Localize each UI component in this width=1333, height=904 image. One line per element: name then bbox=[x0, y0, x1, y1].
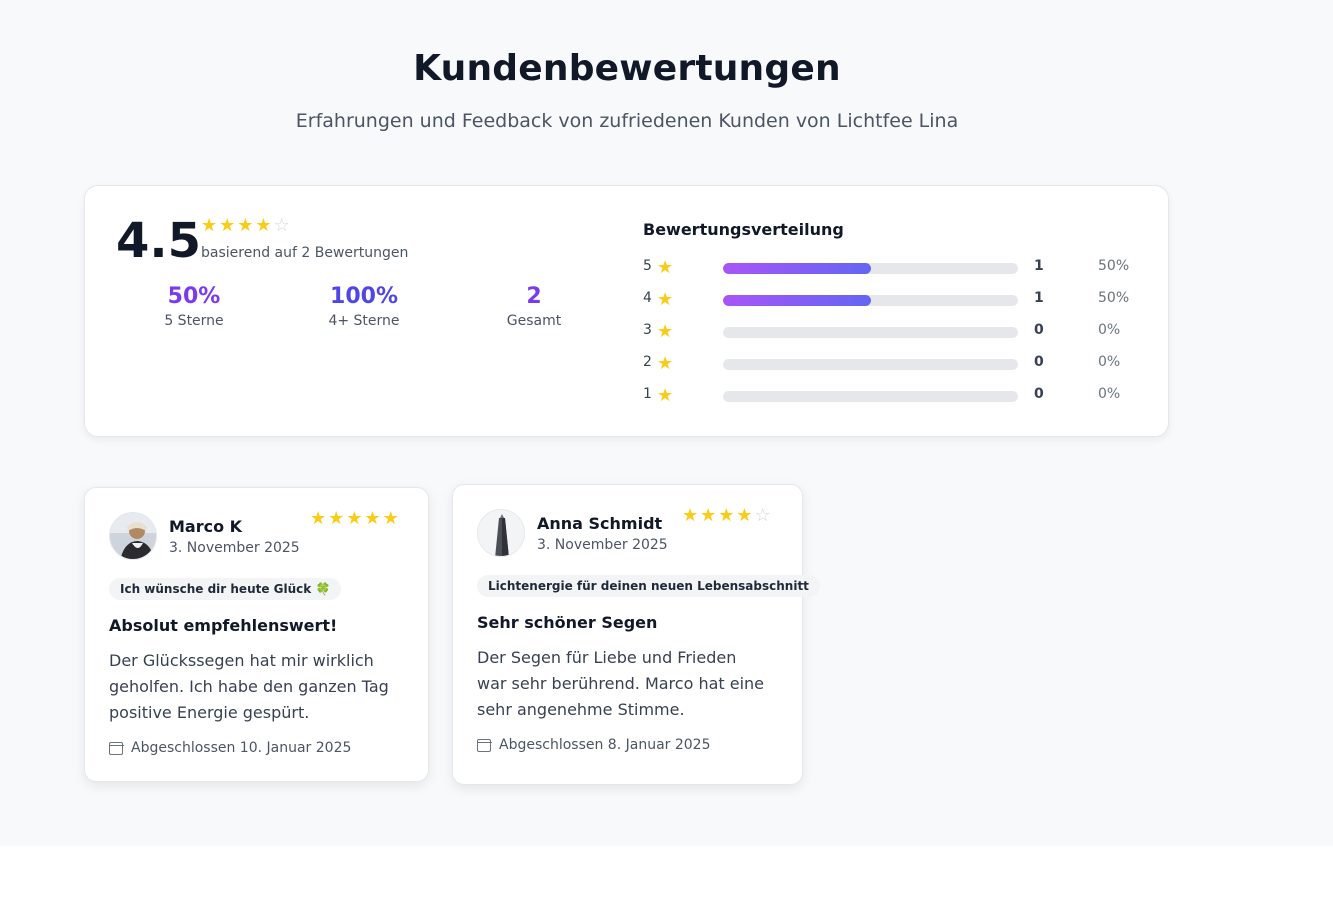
reviewer-name: Anna Schmidt bbox=[537, 514, 663, 533]
completed-date: Abgeschlossen 8. Januar 2025 bbox=[499, 737, 711, 753]
star-icon: ★ bbox=[718, 505, 735, 526]
star-icon: ★ bbox=[346, 508, 363, 529]
star-icon: ★ bbox=[237, 215, 254, 236]
distribution-title: Bewertungsverteilung bbox=[643, 220, 844, 239]
distribution-bar bbox=[723, 327, 1018, 338]
stat-total: 2 Gesamt bbox=[454, 284, 614, 329]
review-title: Sehr schöner Segen bbox=[477, 613, 658, 632]
distribution-bar bbox=[723, 263, 1018, 274]
star-icon: ★ bbox=[219, 215, 236, 236]
distribution-bar-fill bbox=[723, 295, 871, 306]
star-icon: ★ bbox=[364, 508, 381, 529]
rating-summary-card: 4.5 ★ ★ ★ ★ ☆ basierend auf 2 Bewertunge… bbox=[84, 185, 1169, 437]
based-on-text: basierend auf 2 Bewertungen bbox=[201, 245, 409, 261]
star-icon: ★ bbox=[310, 508, 327, 529]
row-percent: 0% bbox=[1098, 354, 1121, 370]
review-date: 3. November 2025 bbox=[537, 537, 668, 553]
row-percent: 0% bbox=[1098, 386, 1121, 402]
star-icon: ★ bbox=[736, 505, 753, 526]
average-rating: 4.5 bbox=[116, 213, 202, 269]
star-icon: ★ bbox=[657, 385, 674, 406]
stat-value: 50% bbox=[167, 284, 221, 309]
star-icon: ☆ bbox=[754, 505, 771, 526]
star-icon: ★ bbox=[657, 353, 674, 374]
distribution-row: 5 ★ 1 50% bbox=[643, 257, 1143, 278]
star-icon: ★ bbox=[657, 321, 674, 342]
calendar-icon bbox=[108, 741, 124, 755]
calendar-icon bbox=[476, 738, 492, 752]
review-card: Marco K 3. November 2025 ★ ★ ★ ★ ★ Ich w… bbox=[84, 487, 429, 782]
distribution-bar bbox=[723, 359, 1018, 370]
distribution-row: 4 ★ 1 50% bbox=[643, 289, 1143, 310]
row-count: 1 bbox=[1034, 258, 1044, 274]
stat-label: Gesamt bbox=[506, 313, 562, 329]
star-icon: ★ bbox=[255, 215, 272, 236]
reviewer-name: Marco K bbox=[169, 517, 243, 536]
row-count: 0 bbox=[1034, 386, 1044, 402]
review-card: Anna Schmidt 3. November 2025 ★ ★ ★ ★ ☆ … bbox=[452, 484, 820, 785]
distribution-row: 1 ★ 0 0% bbox=[643, 385, 1143, 406]
star-icon: ★ bbox=[201, 215, 218, 236]
review-date: 3. November 2025 bbox=[169, 540, 300, 556]
star-icon: ☆ bbox=[273, 215, 290, 236]
star-icon: ★ bbox=[382, 508, 399, 529]
completed-info: Abgeschlossen 10. Januar 2025 bbox=[108, 740, 352, 756]
row-count: 0 bbox=[1034, 354, 1044, 370]
completed-info: Abgeschlossen 8. Januar 2025 bbox=[476, 737, 711, 753]
review-stars: ★ ★ ★ ★ ★ bbox=[310, 510, 399, 528]
row-stars-label: 1 bbox=[643, 386, 652, 402]
row-count: 1 bbox=[1034, 290, 1044, 306]
page-subtitle: Erfahrungen und Feedback von zufriedenen… bbox=[295, 110, 959, 132]
stat-label: 5 Sterne bbox=[164, 313, 224, 329]
average-stars: ★ ★ ★ ★ ☆ bbox=[201, 217, 290, 235]
distribution-row: 2 ★ 0 0% bbox=[643, 353, 1143, 374]
distribution-bar-fill bbox=[723, 263, 871, 274]
review-text: Der Segen für Liebe und Frieden war sehr… bbox=[477, 648, 765, 719]
row-stars-label: 3 bbox=[643, 322, 652, 338]
stat-value: 100% bbox=[330, 284, 398, 309]
distribution-row: 3 ★ 0 0% bbox=[643, 321, 1143, 342]
star-icon: ★ bbox=[682, 505, 699, 526]
stat-label: 4+ Sterne bbox=[328, 313, 400, 329]
row-stars-label: 4 bbox=[643, 290, 652, 306]
service-tag: Lichtenergie für deinen neuen Lebensabsc… bbox=[477, 575, 820, 597]
review-title: Absolut empfehlenswert! bbox=[109, 616, 338, 635]
avatar bbox=[109, 512, 157, 560]
distribution-bar bbox=[723, 391, 1018, 402]
stat-four-plus-stars: 100% 4+ Sterne bbox=[284, 284, 444, 329]
review-stars: ★ ★ ★ ★ ☆ bbox=[682, 507, 771, 525]
service-tag: Ich wünsche dir heute Glück 🍀 bbox=[109, 578, 342, 600]
page-title: Kundenbewertungen bbox=[413, 48, 841, 89]
distribution-bar bbox=[723, 295, 1018, 306]
star-icon: ★ bbox=[700, 505, 717, 526]
completed-date: Abgeschlossen 10. Januar 2025 bbox=[131, 740, 352, 756]
row-stars-label: 2 bbox=[643, 354, 652, 370]
row-percent: 0% bbox=[1098, 322, 1121, 338]
star-icon: ★ bbox=[657, 257, 674, 278]
row-stars-label: 5 bbox=[643, 258, 652, 274]
stat-five-stars: 50% 5 Sterne bbox=[114, 284, 274, 329]
row-percent: 50% bbox=[1098, 258, 1130, 274]
star-icon: ★ bbox=[657, 289, 674, 310]
star-icon: ★ bbox=[328, 508, 345, 529]
page-background: Kundenbewertungen Erfahrungen und Feedba… bbox=[84, 48, 1169, 785]
row-percent: 50% bbox=[1098, 290, 1130, 306]
review-text: Der Glückssegen hat mir wirklich geholfe… bbox=[109, 651, 389, 722]
row-count: 0 bbox=[1034, 322, 1044, 338]
avatar bbox=[477, 509, 525, 557]
stat-value: 2 bbox=[526, 284, 542, 309]
